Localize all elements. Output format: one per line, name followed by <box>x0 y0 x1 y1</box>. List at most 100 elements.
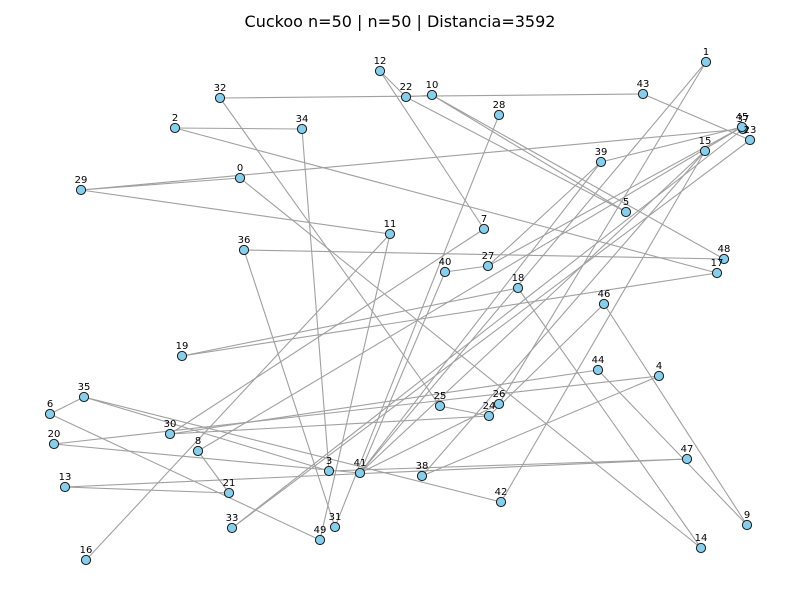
node-label-35: 35 <box>78 382 91 393</box>
node-14 <box>695 542 707 554</box>
node-label-22: 22 <box>400 82 413 93</box>
node-label-26: 26 <box>493 389 506 400</box>
edge-17-2 <box>174 127 718 274</box>
edge-0-29 <box>80 177 241 191</box>
node-label-20: 20 <box>48 429 61 440</box>
node-39 <box>595 156 607 168</box>
node-31 <box>329 521 341 533</box>
node-label-19: 19 <box>176 341 189 352</box>
node-label-12: 12 <box>374 56 387 67</box>
edge-12-22 <box>379 70 407 98</box>
node-49 <box>314 534 326 546</box>
edge-35-42 <box>83 396 502 503</box>
node-label-10: 10 <box>426 80 439 91</box>
node-11 <box>384 228 396 240</box>
node-label-25: 25 <box>434 391 447 402</box>
edge-47-3 <box>328 458 688 472</box>
edge-45-27 <box>487 126 743 267</box>
node-label-23: 23 <box>744 125 757 136</box>
node-19 <box>176 350 188 362</box>
node-20 <box>48 438 60 450</box>
edge-13-47 <box>64 458 688 488</box>
node-26 <box>493 398 505 410</box>
edge-10-5 <box>431 94 627 213</box>
edge-20-4 <box>53 375 660 445</box>
node-label-43: 43 <box>637 79 650 90</box>
node-label-13: 13 <box>59 472 72 483</box>
edge-44-30 <box>169 369 599 435</box>
edge-49-11 <box>319 233 391 541</box>
nodes-layer <box>44 56 756 566</box>
node-label-40: 40 <box>439 257 452 268</box>
node-label-28: 28 <box>493 100 506 111</box>
node-2 <box>169 122 181 134</box>
node-label-31: 31 <box>329 512 342 523</box>
node-label-36: 36 <box>238 235 251 246</box>
node-label-33: 33 <box>226 513 239 524</box>
node-label-6: 6 <box>47 399 53 410</box>
edge-0-14 <box>239 177 702 549</box>
node-label-11: 11 <box>384 219 397 230</box>
node-10 <box>426 89 438 101</box>
labels-layer: 0123456789101112131415161718192021222324… <box>47 47 757 556</box>
edge-23-33 <box>231 139 751 529</box>
edge-48-36 <box>243 249 725 260</box>
node-label-9: 9 <box>744 510 750 521</box>
node-27 <box>482 260 494 272</box>
node-label-48: 48 <box>718 244 731 255</box>
edge-46-24 <box>488 303 605 417</box>
edge-29-11 <box>80 189 391 235</box>
edge-27-40 <box>444 265 489 273</box>
node-13 <box>59 481 71 493</box>
node-label-42: 42 <box>495 487 508 498</box>
node-label-21: 21 <box>223 478 236 489</box>
edge-15-42 <box>500 150 706 503</box>
node-34 <box>296 123 308 135</box>
node-label-2: 2 <box>172 113 178 124</box>
node-label-8: 8 <box>195 436 201 447</box>
node-47 <box>681 453 693 465</box>
node-7 <box>478 223 490 235</box>
node-label-15: 15 <box>699 136 712 147</box>
node-29 <box>75 184 87 196</box>
node-label-38: 38 <box>416 461 429 472</box>
edge-7-30 <box>169 228 485 435</box>
node-15 <box>699 145 711 157</box>
edge-38-15 <box>421 150 706 477</box>
node-38 <box>416 470 428 482</box>
node-5 <box>620 206 632 218</box>
edge-3-35 <box>83 396 330 472</box>
node-45 <box>736 121 748 133</box>
node-43 <box>637 88 649 100</box>
node-label-39: 39 <box>595 147 608 158</box>
node-1 <box>700 56 712 68</box>
node-label-47: 47 <box>681 444 694 455</box>
edge-21-13 <box>64 486 230 494</box>
edge-9-44 <box>597 369 748 526</box>
edge-6-49 <box>49 413 321 541</box>
node-12 <box>374 65 386 77</box>
node-23 <box>744 134 756 146</box>
node-28 <box>493 109 505 121</box>
node-label-45: 45 <box>736 112 749 123</box>
edge-41-26 <box>359 403 500 474</box>
node-22 <box>400 91 412 103</box>
node-label-7: 7 <box>481 214 487 225</box>
node-32 <box>214 92 226 104</box>
node-label-37: 37 <box>737 114 750 125</box>
node-16 <box>80 554 92 566</box>
node-3 <box>323 465 335 477</box>
node-label-3: 3 <box>326 456 332 467</box>
node-8 <box>192 445 204 457</box>
node-42 <box>495 496 507 508</box>
edges-layer <box>49 61 751 561</box>
node-46 <box>598 298 610 310</box>
edge-39-45 <box>600 126 743 163</box>
node-label-29: 29 <box>75 175 88 186</box>
node-label-1: 1 <box>703 47 709 58</box>
node-label-16: 16 <box>80 545 93 556</box>
edge-8-21 <box>197 450 230 494</box>
edge-40-41 <box>359 271 446 474</box>
edge-27-39 <box>487 161 602 267</box>
